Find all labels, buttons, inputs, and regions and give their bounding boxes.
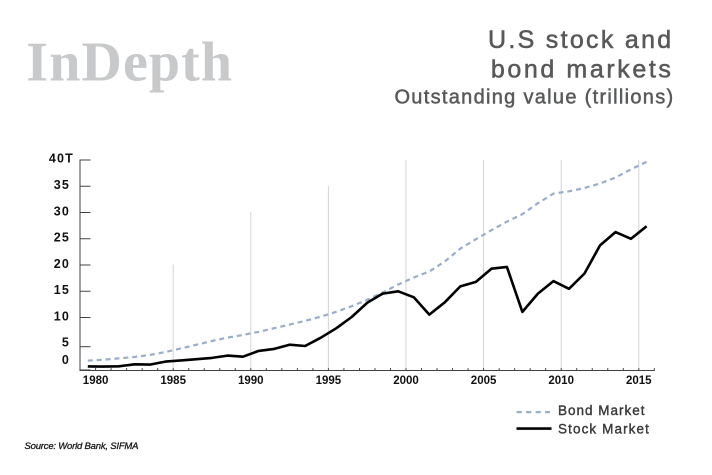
svg-text:1990: 1990 [238,375,264,387]
svg-text:20: 20 [54,257,70,271]
svg-text:1985: 1985 [160,375,186,387]
svg-text:30: 30 [54,204,70,218]
svg-text:U.S stock and: U.S stock and [488,26,674,54]
svg-text:0: 0 [62,353,70,367]
svg-text:Source: World Bank, SIFMA: Source: World Bank, SIFMA [25,441,139,452]
svg-text:2000: 2000 [393,375,419,387]
svg-text:35: 35 [54,178,70,192]
svg-text:2010: 2010 [548,375,574,387]
svg-text:Bond Market: Bond Market [558,403,646,418]
svg-text:Outstanding value (trillions): Outstanding value (trillions) [394,87,674,109]
svg-text:InDepth: InDepth [26,32,233,94]
svg-text:2015: 2015 [626,375,652,387]
svg-text:15: 15 [54,283,70,297]
svg-text:5: 5 [62,336,70,350]
svg-text:2005: 2005 [471,375,497,387]
svg-text:40T: 40T [49,151,74,165]
svg-text:Stock Market: Stock Market [558,421,650,436]
svg-text:bond markets: bond markets [491,56,674,84]
svg-text:25: 25 [54,231,70,245]
svg-text:1995: 1995 [316,375,342,387]
svg-text:10: 10 [54,309,70,323]
svg-text:1980: 1980 [83,375,109,387]
